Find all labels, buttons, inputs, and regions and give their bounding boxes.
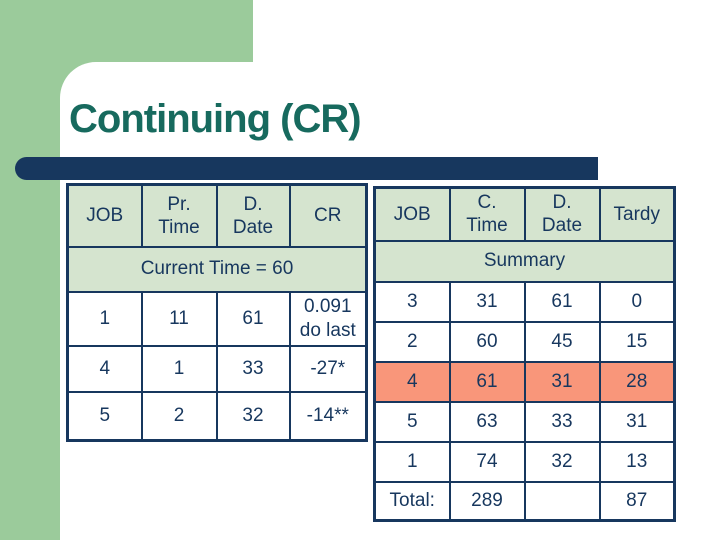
accent-bar-decoration (15, 157, 598, 180)
table-header-row: JOB C. Time D. Date Tardy (373, 186, 676, 242)
table-row: 1 74 32 13 (373, 440, 676, 483)
column-header-tardy: Tardy (598, 186, 676, 242)
empty-cell (523, 480, 601, 522)
table-cell: 33 (215, 344, 291, 393)
table-cell: 4 (66, 344, 143, 393)
table-cell: 13 (598, 440, 676, 483)
table-cell: 5 (373, 400, 451, 443)
table-header-row: JOB Pr. Time D. Date CR (66, 183, 368, 248)
slide-title: Continuing (CR) (69, 97, 362, 141)
table-cell: 61 (448, 360, 526, 403)
table-cell: 61 (215, 290, 291, 347)
total-value-cell: 289 (448, 480, 526, 522)
table-cell: 31 (448, 280, 526, 323)
table-cell: 4 (373, 360, 451, 403)
table-cell: 0.091 do last (288, 290, 368, 347)
table-cell: 74 (448, 440, 526, 483)
table-row: 4 1 33 -27* (66, 344, 368, 393)
total-label-cell: Total: (373, 480, 451, 522)
table-cell: 11 (140, 290, 218, 347)
table-cell: 28 (598, 360, 676, 403)
table-banner-row: Current Time = 60 (66, 245, 368, 293)
table-cell: 31 (598, 400, 676, 443)
summary-banner: Summary (373, 239, 676, 283)
table-cell: 63 (448, 400, 526, 443)
summary-table: JOB C. Time D. Date Tardy Summary 3 31 6… (373, 186, 676, 522)
column-header-d-date: D. Date (523, 186, 601, 242)
table-row-highlighted: 4 61 31 28 (373, 360, 676, 403)
table-cell: 15 (598, 320, 676, 363)
table-row: 3 31 61 0 (373, 280, 676, 323)
table-row: 2 60 45 15 (373, 320, 676, 363)
table-cell: 1 (140, 344, 218, 393)
table-cell: 61 (523, 280, 601, 323)
column-header-d-date: D. Date (215, 183, 291, 248)
table-cell: 60 (448, 320, 526, 363)
table-cell: 32 (215, 390, 291, 442)
table-total-row: Total: 289 87 (373, 480, 676, 522)
column-header-job: JOB (373, 186, 451, 242)
table-cell: 1 (373, 440, 451, 483)
current-time-banner: Current Time = 60 (66, 245, 368, 293)
table-cell: 45 (523, 320, 601, 363)
table-cell: -27* (288, 344, 368, 393)
column-header-pr-time: Pr. Time (140, 183, 218, 248)
table-row: 1 11 61 0.091 do last (66, 290, 368, 347)
table-cell: 2 (140, 390, 218, 442)
table-cell: 33 (523, 400, 601, 443)
table-cell: 1 (66, 290, 143, 347)
table-cell: -14** (288, 390, 368, 442)
table-cell: 31 (523, 360, 601, 403)
table-cell: 32 (523, 440, 601, 483)
table-row: 5 2 32 -14** (66, 390, 368, 442)
table-cell: 3 (373, 280, 451, 323)
column-header-cr: CR (288, 183, 368, 248)
total-tardy-cell: 87 (598, 480, 676, 522)
column-header-c-time: C. Time (448, 186, 526, 242)
table-cell: 5 (66, 390, 143, 442)
table-cell: 2 (373, 320, 451, 363)
table-row: 5 63 33 31 (373, 400, 676, 443)
current-time-table: JOB Pr. Time D. Date CR Current Time = 6… (66, 183, 368, 442)
column-header-job: JOB (66, 183, 143, 248)
table-cell: 0 (598, 280, 676, 323)
table-banner-row: Summary (373, 239, 676, 283)
